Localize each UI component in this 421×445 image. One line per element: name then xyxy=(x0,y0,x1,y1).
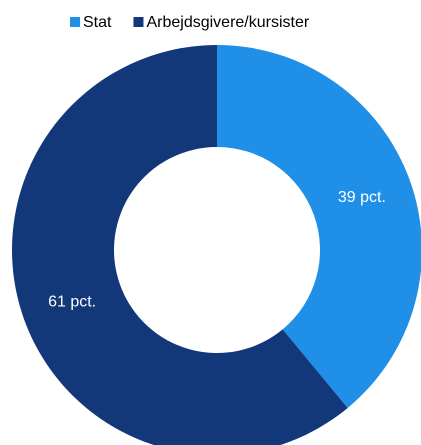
slice xyxy=(12,45,348,445)
legend-label: Stat xyxy=(83,14,112,31)
data-label: 39 pct. xyxy=(338,189,386,206)
legend-swatch xyxy=(70,17,80,27)
donut: 39 pct. 61 pct. xyxy=(12,45,421,445)
data-label: 61 pct. xyxy=(48,293,96,310)
legend-label: Arbejdsgivere/kursister xyxy=(146,14,309,31)
legend: Stat Arbejdsgivere/kursister xyxy=(70,14,310,31)
slice xyxy=(217,45,421,408)
legend-swatch xyxy=(133,17,144,27)
